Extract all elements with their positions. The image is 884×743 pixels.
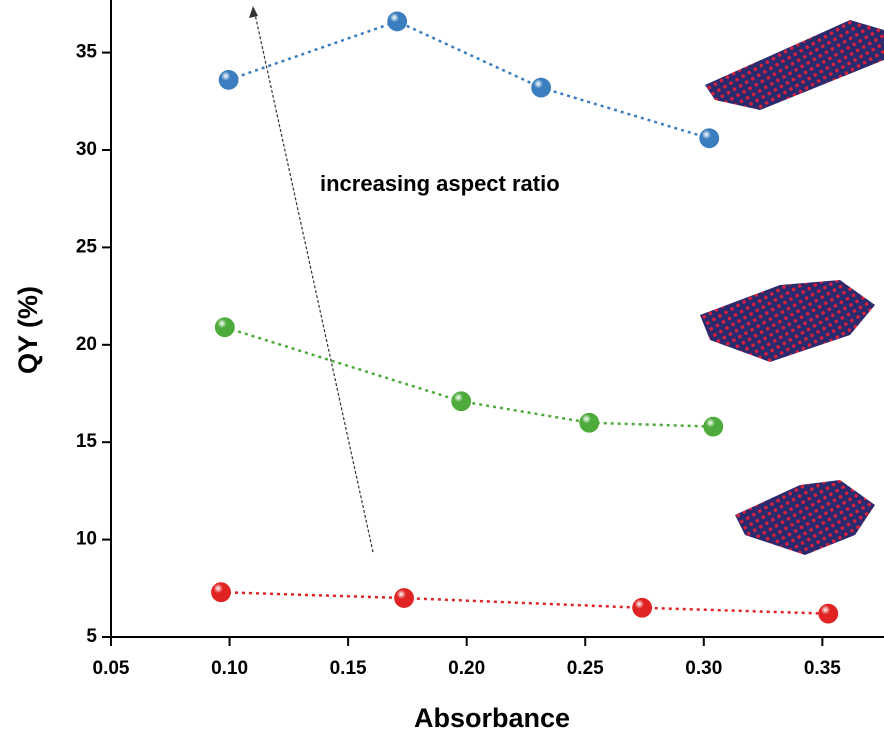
y-tick-label: 25 bbox=[76, 236, 98, 257]
nanocube-image bbox=[735, 480, 875, 555]
data-point bbox=[387, 11, 408, 32]
x-tick-label: 0.15 bbox=[330, 658, 367, 679]
y-axis-label: QY (%) bbox=[13, 286, 43, 374]
series-line bbox=[224, 326, 714, 428]
nanorod-image bbox=[705, 20, 884, 110]
y-tick-label: 35 bbox=[76, 42, 98, 63]
arrow-head bbox=[249, 6, 258, 18]
annotation: increasing aspect ratio bbox=[320, 171, 560, 196]
data-point bbox=[451, 391, 472, 412]
x-tick-label: 0.05 bbox=[93, 658, 130, 679]
data-point bbox=[818, 603, 839, 624]
data-point bbox=[531, 77, 552, 98]
x-tick-label: 0.10 bbox=[211, 658, 248, 679]
nanocrystal-images bbox=[700, 20, 884, 555]
series-line bbox=[228, 20, 710, 140]
data-point bbox=[632, 597, 653, 618]
data-point bbox=[394, 588, 414, 608]
y-tick-label: 15 bbox=[76, 431, 98, 452]
data-point bbox=[214, 317, 235, 338]
x-axis-label: Absorbance bbox=[414, 703, 570, 733]
data-point bbox=[218, 69, 239, 90]
data-point bbox=[211, 582, 231, 603]
x-tick-label: 0.30 bbox=[685, 658, 722, 679]
y-tick-label: 30 bbox=[76, 139, 97, 160]
nanoplate-image bbox=[700, 280, 875, 362]
data-point bbox=[703, 416, 724, 437]
y-tick-label: 10 bbox=[76, 529, 97, 550]
series-line bbox=[220, 590, 829, 615]
x-tick-label: 0.20 bbox=[448, 658, 485, 679]
y-tick-label: 5 bbox=[86, 626, 97, 647]
y-tick-label: 20 bbox=[76, 334, 97, 355]
data-point bbox=[699, 128, 720, 149]
x-tick-label: 0.25 bbox=[567, 658, 604, 679]
x-tick-label: 0.35 bbox=[804, 658, 841, 679]
trend-arrow bbox=[254, 13, 374, 553]
data-point bbox=[579, 412, 600, 433]
